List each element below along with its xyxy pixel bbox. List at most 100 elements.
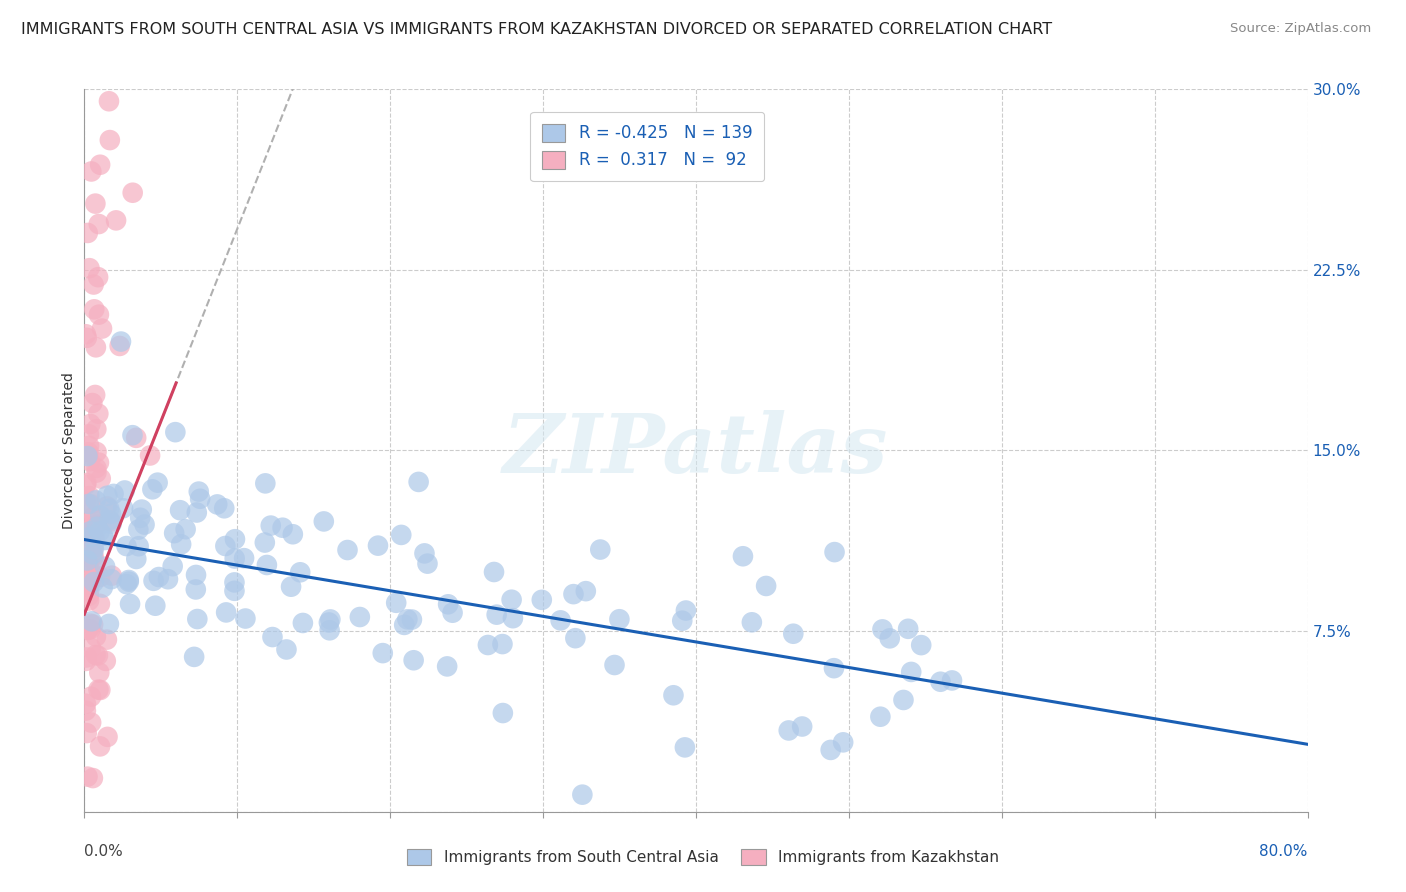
Point — [897, 622, 920, 636]
Point — [77, 593, 100, 607]
Point — [83, 532, 105, 546]
Point — [869, 709, 891, 723]
Point — [214, 539, 236, 553]
Point — [89, 739, 111, 754]
Point — [86, 520, 108, 534]
Point — [76, 770, 98, 784]
Text: IMMIGRANTS FROM SOUTH CENTRAL ASIA VS IMMIGRANTS FROM KAZAKHSTAN DIVORCED OR SEP: IMMIGRANTS FROM SOUTH CENTRAL ASIA VS IM… — [21, 22, 1052, 37]
Point — [146, 475, 169, 490]
Point — [482, 565, 505, 579]
Point — [741, 615, 763, 630]
Point — [75, 704, 97, 718]
Point — [778, 723, 800, 738]
Point — [389, 528, 412, 542]
Point — [87, 682, 110, 697]
Point — [83, 542, 105, 557]
Text: ZIPatlas: ZIPatlas — [503, 410, 889, 491]
Point — [148, 570, 170, 584]
Point — [98, 94, 121, 108]
Point — [233, 551, 256, 566]
Point — [80, 640, 103, 655]
Point — [121, 428, 143, 442]
Point — [76, 331, 98, 345]
Point — [184, 582, 207, 597]
Point — [80, 498, 103, 512]
Point — [91, 321, 114, 335]
Point — [86, 461, 108, 475]
Point — [76, 447, 98, 461]
Point — [82, 396, 104, 410]
Point — [75, 478, 97, 492]
Text: 80.0%: 80.0% — [1260, 844, 1308, 859]
Point — [408, 475, 430, 489]
Point — [84, 493, 107, 508]
Point — [76, 623, 98, 637]
Point — [371, 646, 394, 660]
Point — [143, 599, 166, 613]
Point — [89, 508, 111, 523]
Point — [94, 559, 117, 574]
Point — [385, 596, 408, 610]
Point — [76, 650, 98, 665]
Point — [562, 587, 585, 601]
Point — [80, 164, 103, 178]
Point — [84, 388, 107, 402]
Point — [79, 417, 101, 431]
Point — [900, 665, 922, 679]
Point — [929, 674, 952, 689]
Point — [115, 577, 138, 591]
Point — [75, 476, 97, 491]
Point — [755, 579, 778, 593]
Point — [318, 615, 340, 630]
Point — [84, 196, 107, 211]
Point — [90, 472, 112, 486]
Point — [224, 551, 246, 566]
Point — [262, 630, 284, 644]
Point — [91, 529, 114, 543]
Point — [879, 632, 901, 646]
Point — [280, 580, 302, 594]
Point — [80, 690, 103, 704]
Point — [82, 512, 104, 526]
Text: Source: ZipAtlas.com: Source: ZipAtlas.com — [1230, 22, 1371, 36]
Point — [79, 527, 101, 541]
Point — [142, 574, 165, 588]
Point — [89, 570, 111, 584]
Point — [86, 466, 108, 480]
Point — [165, 425, 187, 439]
Point — [83, 553, 105, 567]
Point — [76, 449, 98, 463]
Point — [75, 495, 97, 509]
Point — [441, 606, 464, 620]
Point — [671, 614, 693, 628]
Point — [254, 476, 277, 491]
Point — [84, 648, 107, 662]
Point — [589, 542, 612, 557]
Point — [416, 557, 439, 571]
Point — [96, 500, 118, 514]
Point — [98, 133, 121, 147]
Point — [336, 543, 359, 558]
Point — [79, 616, 101, 631]
Point — [89, 524, 111, 539]
Point — [824, 545, 846, 559]
Point — [100, 515, 122, 529]
Point — [91, 581, 114, 595]
Point — [77, 566, 100, 581]
Point — [187, 484, 209, 499]
Point — [80, 522, 103, 536]
Point — [174, 522, 197, 536]
Point — [80, 534, 103, 549]
Point — [89, 665, 111, 680]
Point — [112, 501, 135, 516]
Point — [79, 261, 101, 276]
Y-axis label: Divorced or Separated: Divorced or Separated — [62, 372, 76, 529]
Point — [98, 513, 121, 527]
Point — [141, 483, 163, 497]
Point — [98, 501, 121, 516]
Point — [256, 558, 278, 572]
Point — [79, 622, 101, 636]
Point — [530, 592, 553, 607]
Point — [134, 517, 156, 532]
Point — [169, 503, 191, 517]
